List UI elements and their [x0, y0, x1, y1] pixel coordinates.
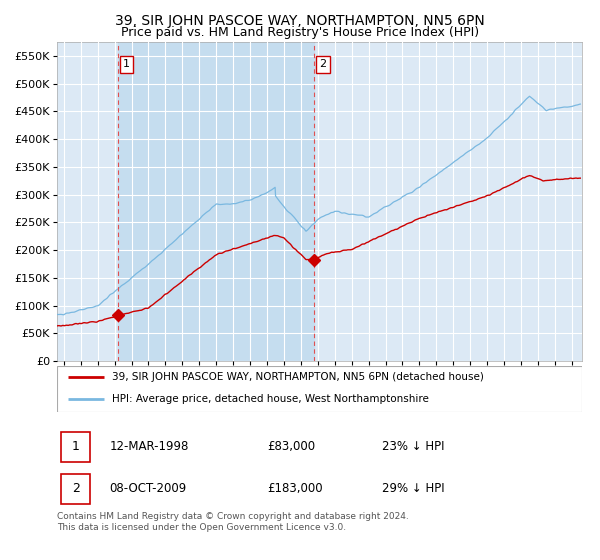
Text: Price paid vs. HM Land Registry's House Price Index (HPI): Price paid vs. HM Land Registry's House …	[121, 26, 479, 39]
Text: 1: 1	[123, 59, 130, 69]
Text: £83,000: £83,000	[267, 440, 315, 453]
Text: 2: 2	[319, 59, 326, 69]
Text: 39, SIR JOHN PASCOE WAY, NORTHAMPTON, NN5 6PN (detached house): 39, SIR JOHN PASCOE WAY, NORTHAMPTON, NN…	[112, 372, 484, 382]
FancyBboxPatch shape	[61, 432, 90, 461]
FancyBboxPatch shape	[61, 474, 90, 503]
Text: 29% ↓ HPI: 29% ↓ HPI	[383, 482, 445, 495]
Text: HPI: Average price, detached house, West Northamptonshire: HPI: Average price, detached house, West…	[112, 394, 429, 404]
Text: 39, SIR JOHN PASCOE WAY, NORTHAMPTON, NN5 6PN: 39, SIR JOHN PASCOE WAY, NORTHAMPTON, NN…	[115, 14, 485, 28]
Text: 12-MAR-1998: 12-MAR-1998	[110, 440, 189, 453]
FancyBboxPatch shape	[57, 366, 582, 412]
Text: Contains HM Land Registry data © Crown copyright and database right 2024.
This d: Contains HM Land Registry data © Crown c…	[57, 512, 409, 532]
Text: 23% ↓ HPI: 23% ↓ HPI	[383, 440, 445, 453]
Text: 08-OCT-2009: 08-OCT-2009	[110, 482, 187, 495]
Text: 2: 2	[72, 482, 80, 495]
Bar	[118, 42, 314, 361]
Text: 1: 1	[72, 440, 80, 453]
Text: £183,000: £183,000	[267, 482, 323, 495]
